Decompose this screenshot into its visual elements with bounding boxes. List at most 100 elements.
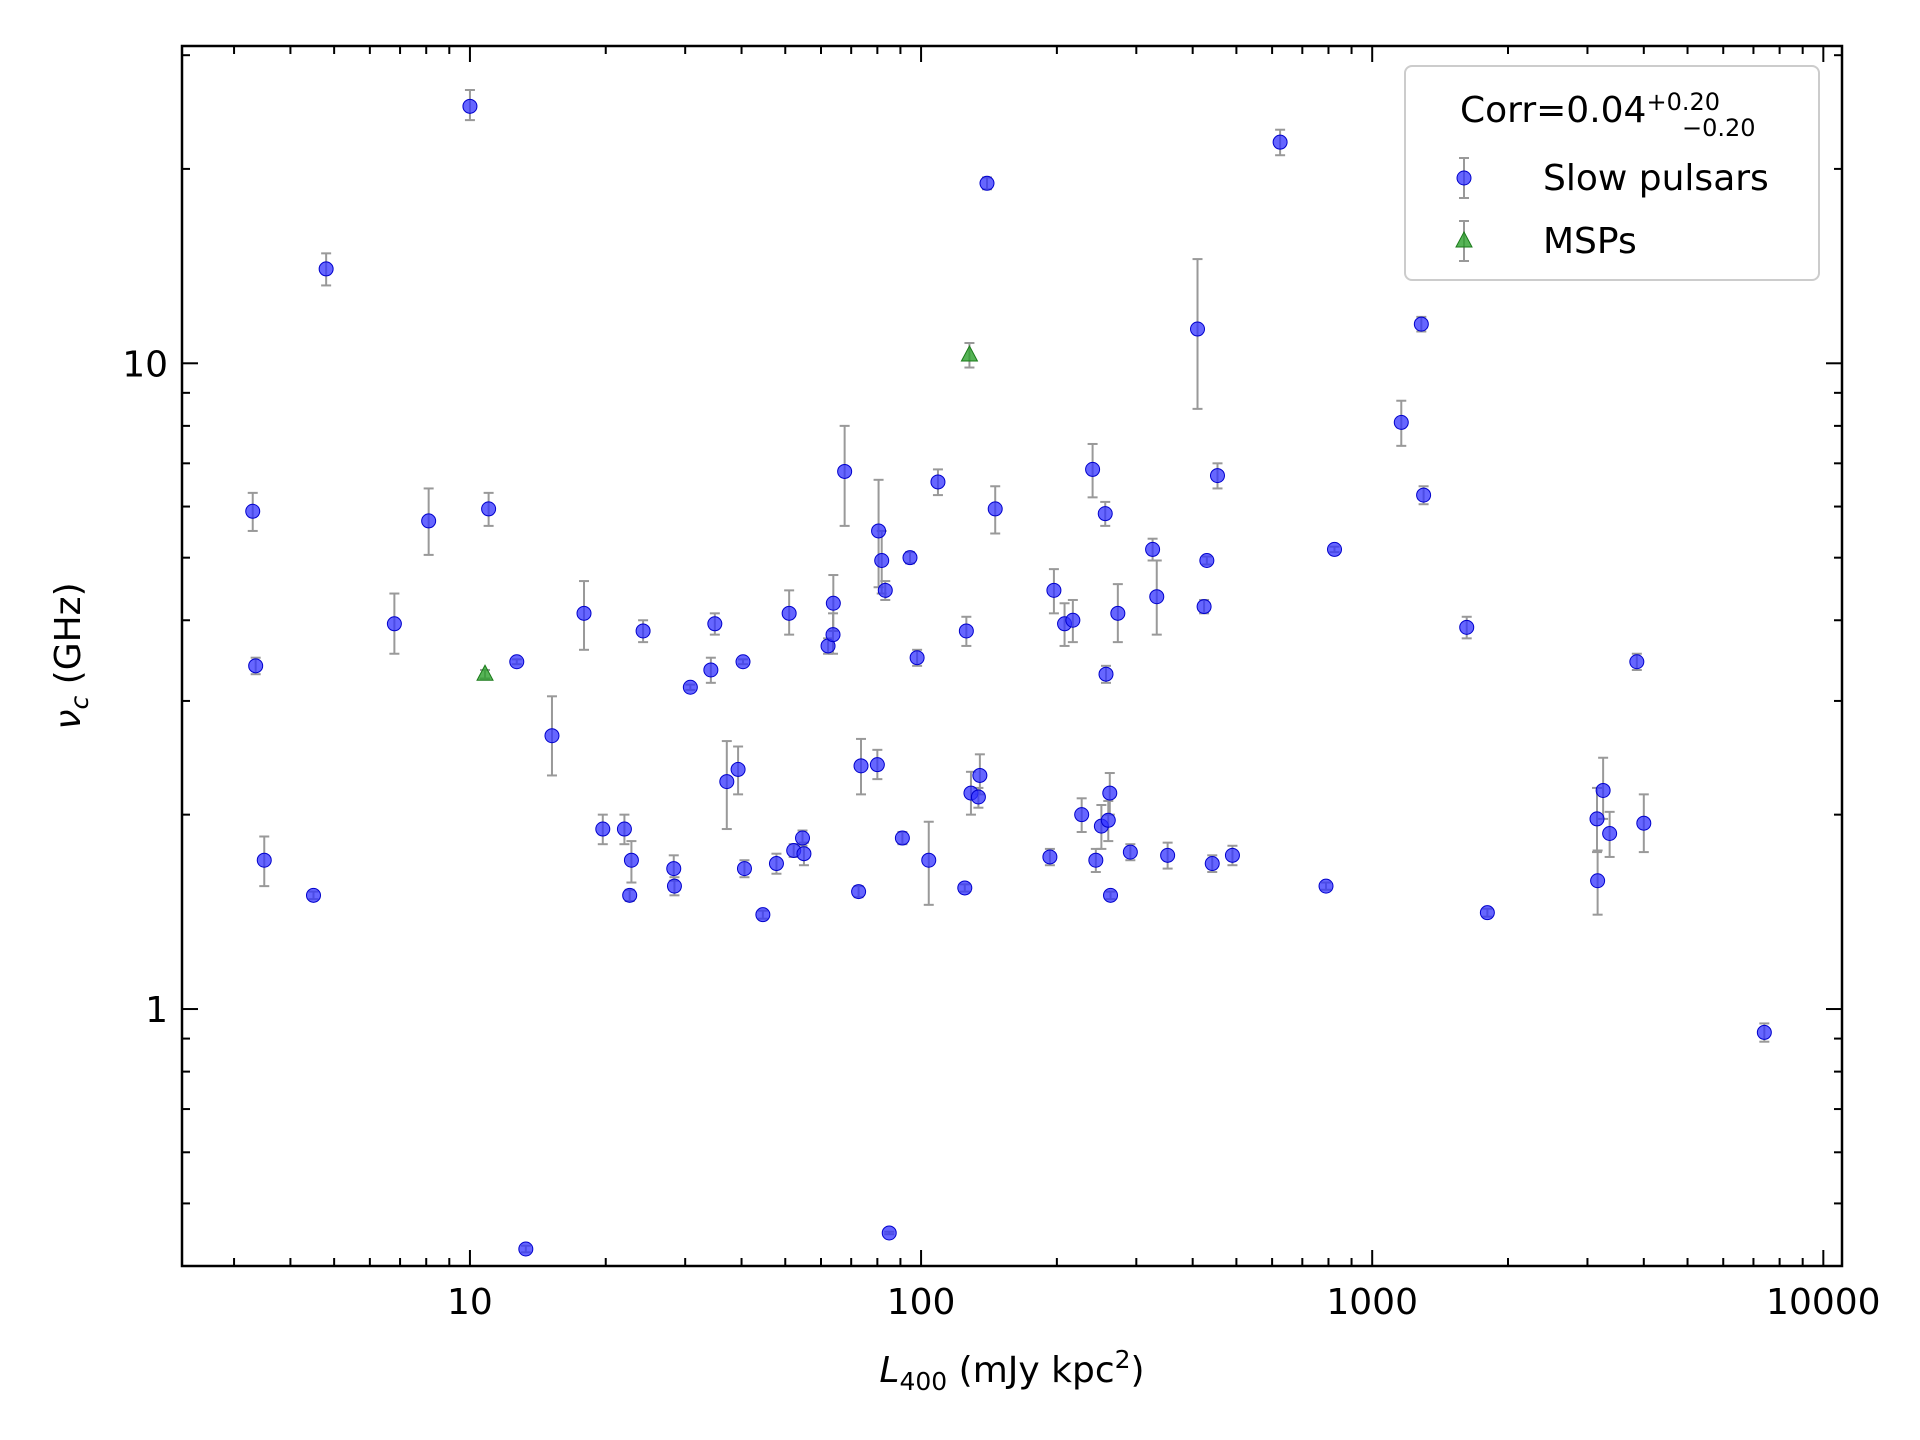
slow-pulsar-point [1046, 582, 1062, 598]
slow-pulsar-point [1160, 847, 1176, 863]
slow-pulsar-point [1756, 1024, 1772, 1040]
slow-pulsar-point [1042, 849, 1058, 865]
slow-pulsar-point [623, 852, 639, 868]
legend-label-slow: Slow pulsars [1543, 158, 1769, 199]
slow-pulsar-point [853, 758, 869, 774]
slow-pulsar-point [987, 501, 1003, 517]
slow-pulsar-point [979, 175, 995, 191]
slow-pulsar-point [703, 662, 719, 678]
slow-pulsar-point [736, 861, 752, 877]
slow-pulsar-point [1149, 589, 1165, 605]
slow-pulsar-point [666, 861, 682, 877]
y-axis-label: νc (GHz) [48, 582, 94, 729]
slow-pulsar-point [1204, 856, 1220, 872]
slow-pulsar-point [1595, 782, 1611, 798]
y-tick-label: 10 [122, 344, 168, 385]
legend-marker-msp [1455, 220, 1473, 262]
slow-pulsar-point [1209, 468, 1225, 484]
legend-marker-slow [1456, 157, 1472, 199]
slow-pulsar-point [1479, 905, 1495, 921]
slow-pulsar-point [616, 821, 632, 837]
msp-point [476, 664, 494, 681]
slow-pulsar-point [871, 523, 887, 539]
slow-pulsar-point [1589, 811, 1605, 827]
slow-pulsar-point [1145, 541, 1161, 557]
slow-pulsar-point [421, 513, 437, 529]
slow-pulsar-point [1122, 844, 1138, 860]
slow-pulsar-point [509, 654, 525, 670]
slow-pulsar-point [881, 1225, 897, 1241]
slow-pulsar-point [1098, 666, 1114, 682]
x-tick-label: 10000 [1766, 1282, 1881, 1323]
slow-pulsar-point [1102, 785, 1118, 801]
x-axis-label: L400 (mJy kpc2) [879, 1345, 1144, 1396]
slow-pulsar-point [622, 887, 638, 903]
slow-pulsar-point [825, 595, 841, 611]
slow-pulsar-point [1629, 654, 1645, 670]
slow-pulsar-point [781, 605, 797, 621]
slow-pulsar-point [1327, 541, 1343, 557]
slow-pulsar-point [635, 623, 651, 639]
slow-pulsar-point [796, 846, 812, 862]
x-tick-label: 1000 [1326, 1282, 1418, 1323]
slow-pulsar-point [462, 98, 478, 114]
slow-pulsar-point [1199, 552, 1215, 568]
slow-pulsar-point [576, 605, 592, 621]
slow-pulsar-point [894, 830, 910, 846]
slow-pulsar-point [970, 789, 986, 805]
slow-pulsar-point [1318, 878, 1334, 894]
plot-frame [180, 44, 1844, 1268]
legend-label-msp: MSPs [1543, 221, 1637, 262]
slow-pulsar-point [877, 582, 893, 598]
slow-pulsar-point [1590, 873, 1606, 889]
slow-pulsar-point [707, 616, 723, 632]
slow-pulsar-point [1459, 619, 1475, 635]
slow-pulsar-point [1190, 321, 1206, 337]
slow-pulsar-point [874, 552, 890, 568]
slow-pulsar-point [825, 627, 841, 643]
slow-pulsar-point [972, 767, 988, 783]
slow-pulsar-point [1272, 134, 1288, 150]
slow-pulsar-point [595, 821, 611, 837]
slow-pulsar-point [958, 623, 974, 639]
x-tick-label: 10 [447, 1282, 493, 1323]
slow-pulsar-point [1602, 825, 1618, 841]
slow-pulsar-point [318, 261, 334, 277]
slow-pulsar-point [795, 830, 811, 846]
slow-pulsar-point [837, 463, 853, 479]
slow-pulsar-point [902, 550, 918, 566]
slow-pulsar-point [1103, 887, 1119, 903]
slow-pulsar-point [1413, 316, 1429, 332]
data-markers [245, 98, 1772, 1257]
slow-pulsar-point [386, 616, 402, 632]
slow-pulsar-point [518, 1241, 534, 1257]
slow-pulsar-point [1085, 461, 1101, 477]
slow-pulsar-point [481, 501, 497, 517]
slow-pulsar-point [730, 761, 746, 777]
slow-pulsar-point [869, 757, 885, 773]
slow-pulsar-point [719, 774, 735, 790]
slow-pulsar-point [682, 679, 698, 695]
msp-point [960, 344, 979, 362]
slow-pulsar-point [1393, 414, 1409, 430]
slow-pulsar-point [768, 856, 784, 872]
y-tick-label: 1 [145, 990, 168, 1031]
legend-title: Corr=0.04+0.20 −0.20 [1460, 88, 1756, 142]
legend: Corr=0.04+0.20 −0.20 Slow pulsars MSPs [1404, 65, 1820, 281]
slow-pulsar-point [544, 728, 560, 744]
slow-pulsar-point [1196, 599, 1212, 615]
slow-pulsar-point [755, 907, 771, 923]
slow-pulsar-point [666, 878, 682, 894]
legend-box [1404, 65, 1820, 281]
slow-pulsar-point [1065, 612, 1081, 628]
slow-pulsar-point [957, 880, 973, 896]
slow-pulsar-point [1088, 852, 1104, 868]
slow-pulsar-point [1097, 506, 1113, 522]
slow-pulsar-point [1110, 605, 1126, 621]
slow-pulsar-point [909, 650, 925, 666]
slow-pulsar-point [305, 887, 321, 903]
slow-pulsar-point [735, 654, 751, 670]
slow-pulsar-point [1074, 807, 1090, 823]
slow-pulsar-point [1636, 815, 1652, 831]
